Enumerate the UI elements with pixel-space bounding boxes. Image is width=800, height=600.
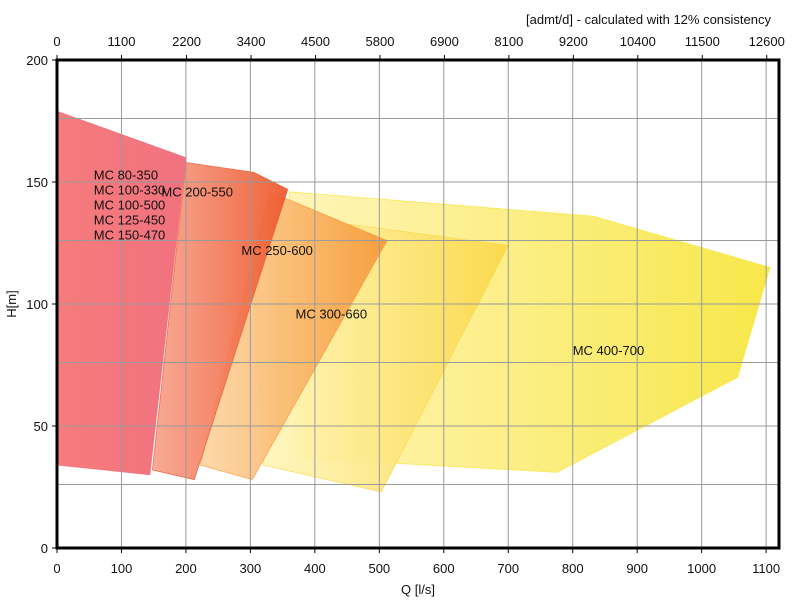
y-tick-label: 50 [34,419,48,434]
y-tick-label: 150 [26,175,48,190]
x-tick-label: 200 [175,561,197,576]
top-tick-label: 4500 [301,34,330,49]
axes: 0 100 200 300 400 500 600 700 800 900 1000 11000501… [4,12,785,597]
top-tick-label: 9200 [559,34,588,49]
region-label: MC 200-550 [161,185,233,200]
x-tick-label: 800 [562,561,584,576]
top-tick-label: 1100 [107,34,135,49]
y-tick-label: 100 [26,297,48,312]
gridlines [57,60,779,548]
x-tick-label: 300 [240,561,262,576]
region-label: MC 400-700 [573,343,645,358]
x-tick-label: 1000 [687,561,716,576]
x-tick-label: 600 [433,561,455,576]
x-tick-label: 500 [368,561,390,576]
region-labels: MC 400-700 MC 300-660 MC 250-600 MC 200-550… [94,168,645,359]
x-tick-label: 700 [497,561,519,576]
region-label: MC 80-350 [94,168,158,183]
x-tick-label: 0 [53,561,60,576]
y-tick-label: 0 [41,541,48,556]
top-tick-label: 2200 [172,34,201,49]
x-tick-label: 900 [626,561,648,576]
top-tick-label: 0 [53,34,60,49]
top-tick-label: 3400 [237,34,266,49]
x-tick-label: 100 [111,561,133,576]
region-label: MC 300-660 [296,307,368,322]
top-tick-label: 11500 [685,34,720,49]
y-tick-label: 200 [26,53,48,68]
region-label: MC 250-600 [241,243,313,258]
region-label: MC 125-450 [94,213,166,228]
x-axis-title: Q [l/s] [401,582,435,597]
x-tick-label: 1100 [752,561,780,576]
top-tick-label: 6900 [430,34,459,49]
top-tick-label: 12600 [749,34,785,49]
top-tick-label: 10400 [620,34,656,49]
region-label: MC 150-470 [94,228,166,243]
region-label: MC 100-330 [94,183,166,198]
region-label: MC 100-500 [94,198,166,213]
top-tick-label: 5800 [366,34,395,49]
y-axis-title: H[m] [4,290,19,317]
top-tick-label: 8100 [494,34,523,49]
top-axis-title: [admt/d] - calculated with 12% consisten… [526,12,771,27]
x-tick-label: 400 [304,561,326,576]
